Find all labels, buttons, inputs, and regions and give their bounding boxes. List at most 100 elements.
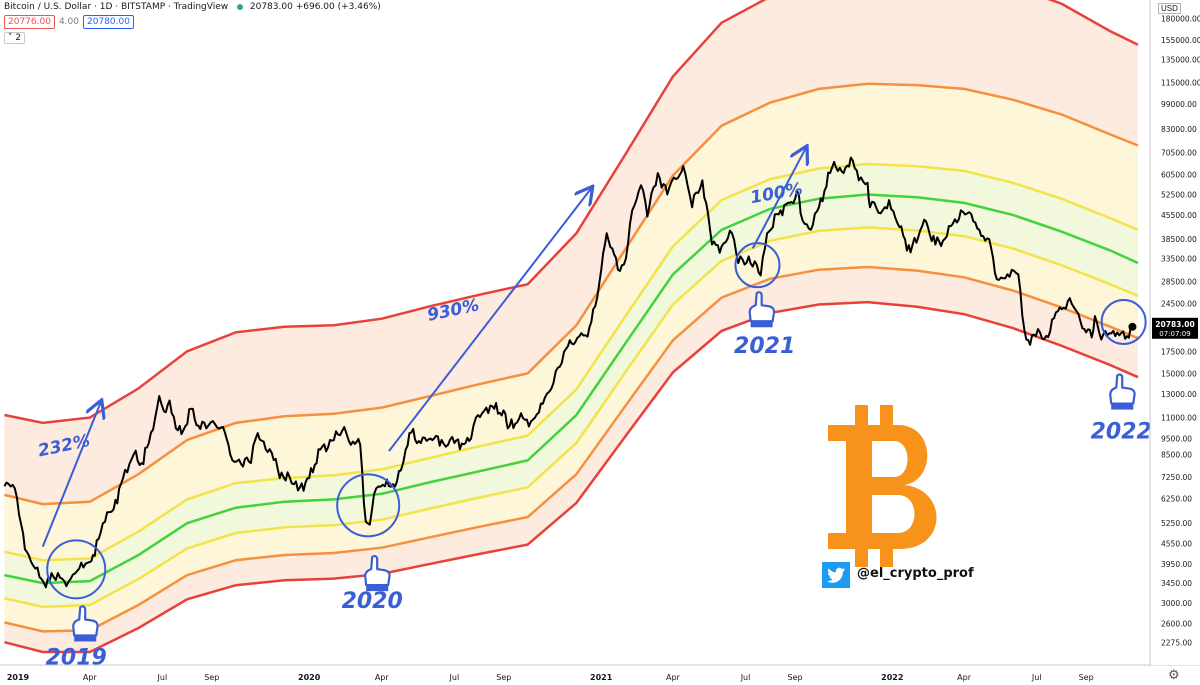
- x-tick-label: Jul: [740, 673, 751, 682]
- y-tick-label: 45500.00: [1161, 211, 1197, 220]
- twitter-bird-icon: [822, 562, 850, 588]
- hand-shape-2: [748, 291, 776, 323]
- highlight-circle-3: [1100, 298, 1147, 345]
- pointing-hand-icon-0: [72, 605, 99, 642]
- x-tick-label: 2022: [881, 673, 903, 682]
- y-tick-label: 155000.00: [1161, 36, 1200, 45]
- x-tick-label: 2021: [590, 673, 613, 682]
- currency-label[interactable]: USD: [1158, 3, 1181, 14]
- growth-arrow-1: [388, 188, 592, 452]
- last-price: 20783.00: [249, 2, 293, 12]
- btc-glyph: [828, 425, 937, 549]
- y-tick-label: 5250.00: [1161, 519, 1192, 528]
- x-tick-label: Jul: [449, 673, 460, 682]
- hand-cuff-1: [366, 585, 389, 592]
- x-tick-label: Apr: [666, 673, 681, 682]
- y-tick-label: 6250.00: [1161, 494, 1192, 503]
- bar-countdown: 07:07:09: [1159, 330, 1190, 338]
- annotation-label-5: 2021: [734, 334, 795, 359]
- y-tick-label: 2275.00: [1161, 639, 1192, 648]
- x-tick-label: Sep: [787, 673, 802, 682]
- price-line: [3, 156, 1134, 589]
- band-line-4: [4, 226, 1139, 609]
- x-tick-label: Jul: [1031, 673, 1042, 682]
- highlight-circle-0: [46, 539, 107, 600]
- annotation-label-4: 2020: [342, 589, 403, 614]
- hand-shape-3: [1109, 373, 1136, 405]
- y-tick-label: 13000.00: [1161, 390, 1197, 399]
- x-tick-label: Jul: [157, 673, 168, 682]
- y-tick-label: 7250.00: [1161, 473, 1192, 482]
- ask-button[interactable]: 20780.00: [83, 15, 134, 29]
- price-change: +696.00 (+3.46%): [295, 2, 381, 12]
- x-tick-label: Apr: [83, 673, 98, 682]
- last-price-dot: [1128, 322, 1137, 331]
- y-tick-label: 3000.00: [1161, 599, 1192, 608]
- y-tick-label: 99000.00: [1161, 100, 1197, 109]
- spread-value: 4.00: [58, 17, 79, 27]
- pointing-hand-icon-1: [364, 554, 391, 592]
- twitter-handle: @el_crypto_prof: [857, 566, 974, 581]
- band-line-1: [4, 82, 1139, 506]
- gear-icon[interactable]: ⚙: [1168, 667, 1180, 682]
- highlight-circle-1: [336, 473, 401, 538]
- hand-cuff-3: [1111, 403, 1134, 410]
- y-tick-label: 135000.00: [1161, 56, 1200, 65]
- x-tick-label: Apr: [375, 673, 390, 682]
- x-tick-label: Apr: [957, 673, 972, 682]
- band-fill-0: [4, 0, 1138, 505]
- current-price-tag: [1152, 317, 1198, 339]
- current-price-value: 20783.00: [1155, 320, 1194, 329]
- indicators-toggle[interactable]: ˅ 2: [4, 32, 26, 44]
- y-tick-label: 9500.00: [1161, 435, 1192, 444]
- y-tick-label: 24500.00: [1161, 299, 1197, 308]
- market-status-dot-icon: [237, 3, 243, 10]
- growth-arrow-2: [751, 147, 806, 249]
- pointing-hand-icon-2: [748, 291, 776, 328]
- btc-bar-3: [855, 545, 868, 567]
- x-tick-label: 2019: [7, 673, 30, 682]
- y-tick-label: 8500.00: [1161, 450, 1192, 459]
- band-fill-1: [4, 83, 1138, 561]
- y-tick-label: 11000.00: [1161, 414, 1197, 423]
- y-tick-label: 15000.00: [1161, 369, 1197, 378]
- y-tick-label: 3950.00: [1161, 560, 1192, 569]
- btc-bar-2: [880, 405, 893, 427]
- y-tick-label: 17500.00: [1161, 347, 1197, 356]
- indicator-count: 2: [15, 33, 22, 43]
- y-tick-label: 70500.00: [1161, 148, 1197, 157]
- hand-shape-0: [72, 605, 99, 637]
- band-line-0: [4, 0, 1139, 425]
- y-tick-label: 60500.00: [1161, 170, 1197, 179]
- y-tick-label: 3450.00: [1161, 579, 1192, 588]
- x-tick-label: Sep: [204, 673, 219, 682]
- bid-ask-panel: 20776.00 4.00 20780.00: [4, 15, 134, 29]
- y-tick-label: 4550.00: [1161, 540, 1192, 549]
- hand-shape-1: [364, 554, 391, 587]
- y-tick-label: 28500.00: [1161, 278, 1197, 287]
- y-tick-label: 38500.00: [1161, 235, 1197, 244]
- x-tick-label: Sep: [1079, 673, 1094, 682]
- growth-arrow-0: [41, 402, 101, 548]
- bid-button[interactable]: 20776.00: [4, 15, 55, 29]
- bitcoin-logo-icon: [828, 405, 937, 567]
- btc-bar-4: [880, 545, 893, 567]
- band-fill-4: [4, 227, 1138, 632]
- y-tick-label: 115000.00: [1161, 79, 1200, 88]
- symbol-header: Bitcoin / U.S. Dollar · 1D · BITSTAMP · …: [4, 2, 381, 12]
- y-tick-label: 33500.00: [1161, 255, 1197, 264]
- time-axis-bg: [0, 666, 1200, 685]
- highlight-circle-2: [734, 242, 781, 289]
- band-fill-3: [4, 194, 1138, 607]
- band-line-6: [4, 300, 1139, 654]
- y-tick-label: 2600.00: [1161, 619, 1192, 628]
- hand-cuff-2: [750, 321, 773, 328]
- band-line-2: [4, 162, 1139, 562]
- plot-area: [3, 0, 1139, 654]
- btc-bar-1: [855, 405, 868, 427]
- x-tick-label: 2020: [298, 673, 321, 682]
- y-tick-label: 180000.00: [1161, 15, 1200, 24]
- y-tick-label: 52500.00: [1161, 191, 1197, 200]
- pointing-hand-icon-3: [1109, 373, 1136, 410]
